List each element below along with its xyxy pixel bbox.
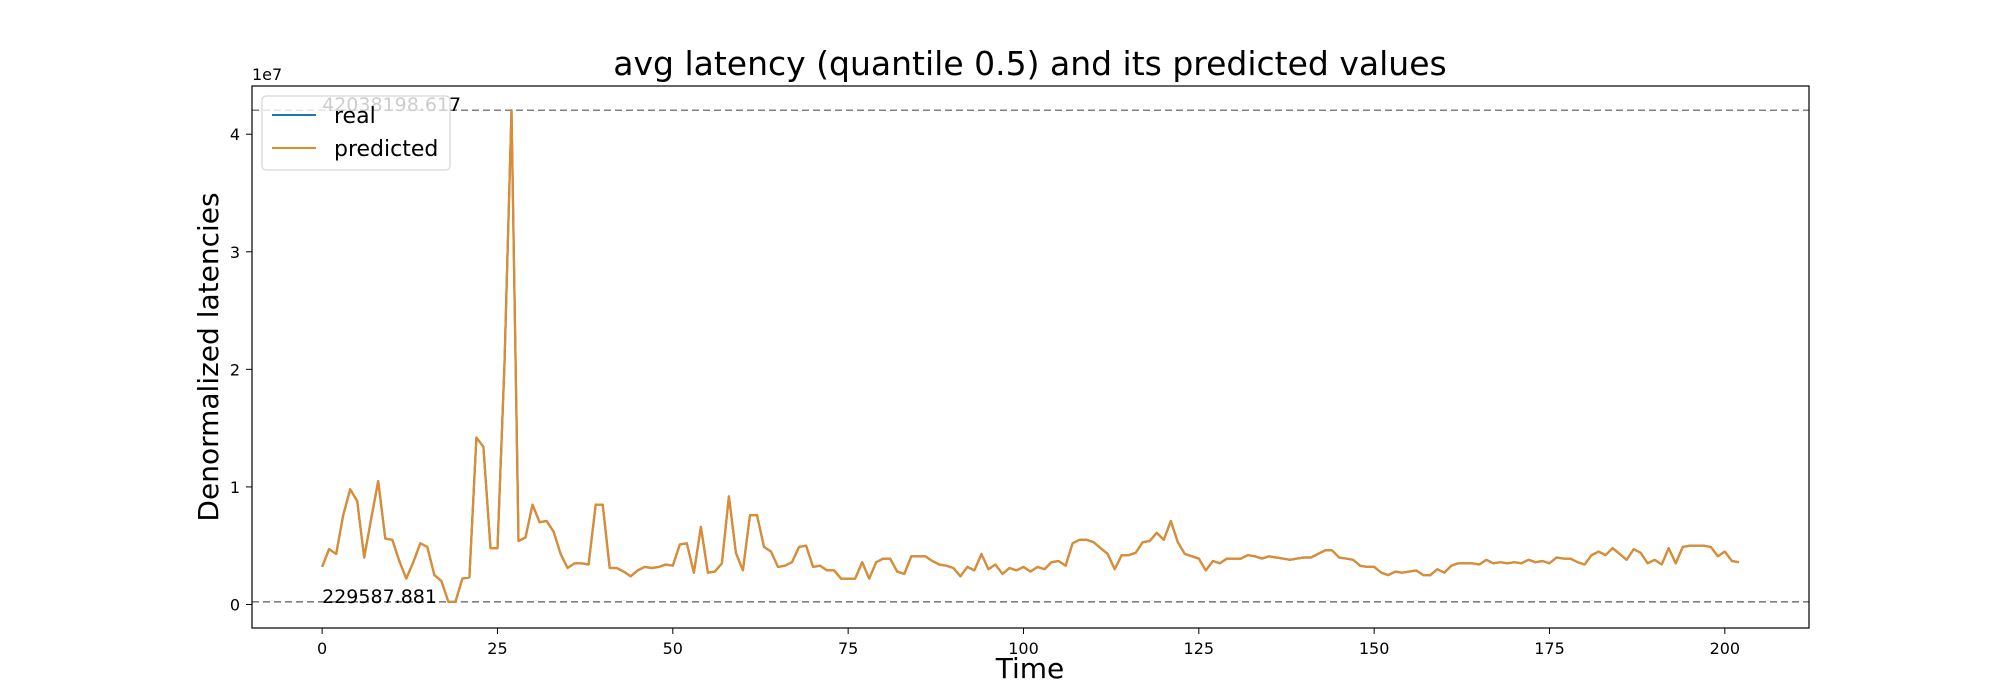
plot-area-frame — [251, 85, 1810, 629]
series-line-real — [321, 109, 1740, 603]
series-line-predicted — [321, 109, 1740, 603]
x-tick-label: 200 — [1710, 639, 1741, 658]
x-axis-label: Time — [995, 652, 1065, 685]
chart-title: avg latency (quantile 0.5) and its predi… — [613, 44, 1446, 83]
y-axis-label: Denormalized latencies — [192, 192, 225, 521]
x-tick-label: 150 — [1359, 639, 1390, 658]
y-tick-label: 0 — [230, 595, 240, 614]
legend: real predicted — [261, 95, 451, 171]
x-tick-label: 100 — [1008, 639, 1039, 658]
y-tick-label: 1 — [230, 478, 240, 497]
x-tick-label: 125 — [1184, 639, 1215, 658]
x-tick-label: 75 — [838, 639, 858, 658]
x-tick-label: 0 — [317, 639, 327, 658]
x-tick-label: 25 — [487, 639, 507, 658]
legend-label-predicted: predicted — [334, 137, 438, 162]
x-tick-label: 175 — [1534, 639, 1565, 658]
legend-label-real: real — [334, 104, 376, 129]
reference-line-label-1: 229587.881 — [322, 586, 437, 608]
y-tick-label: 2 — [230, 360, 240, 379]
y-tick-label: 3 — [230, 243, 240, 262]
y-tick-label: 4 — [230, 125, 240, 144]
x-tick-label: 50 — [663, 639, 683, 658]
y-axis-offset-label: 1e7 — [252, 65, 282, 84]
